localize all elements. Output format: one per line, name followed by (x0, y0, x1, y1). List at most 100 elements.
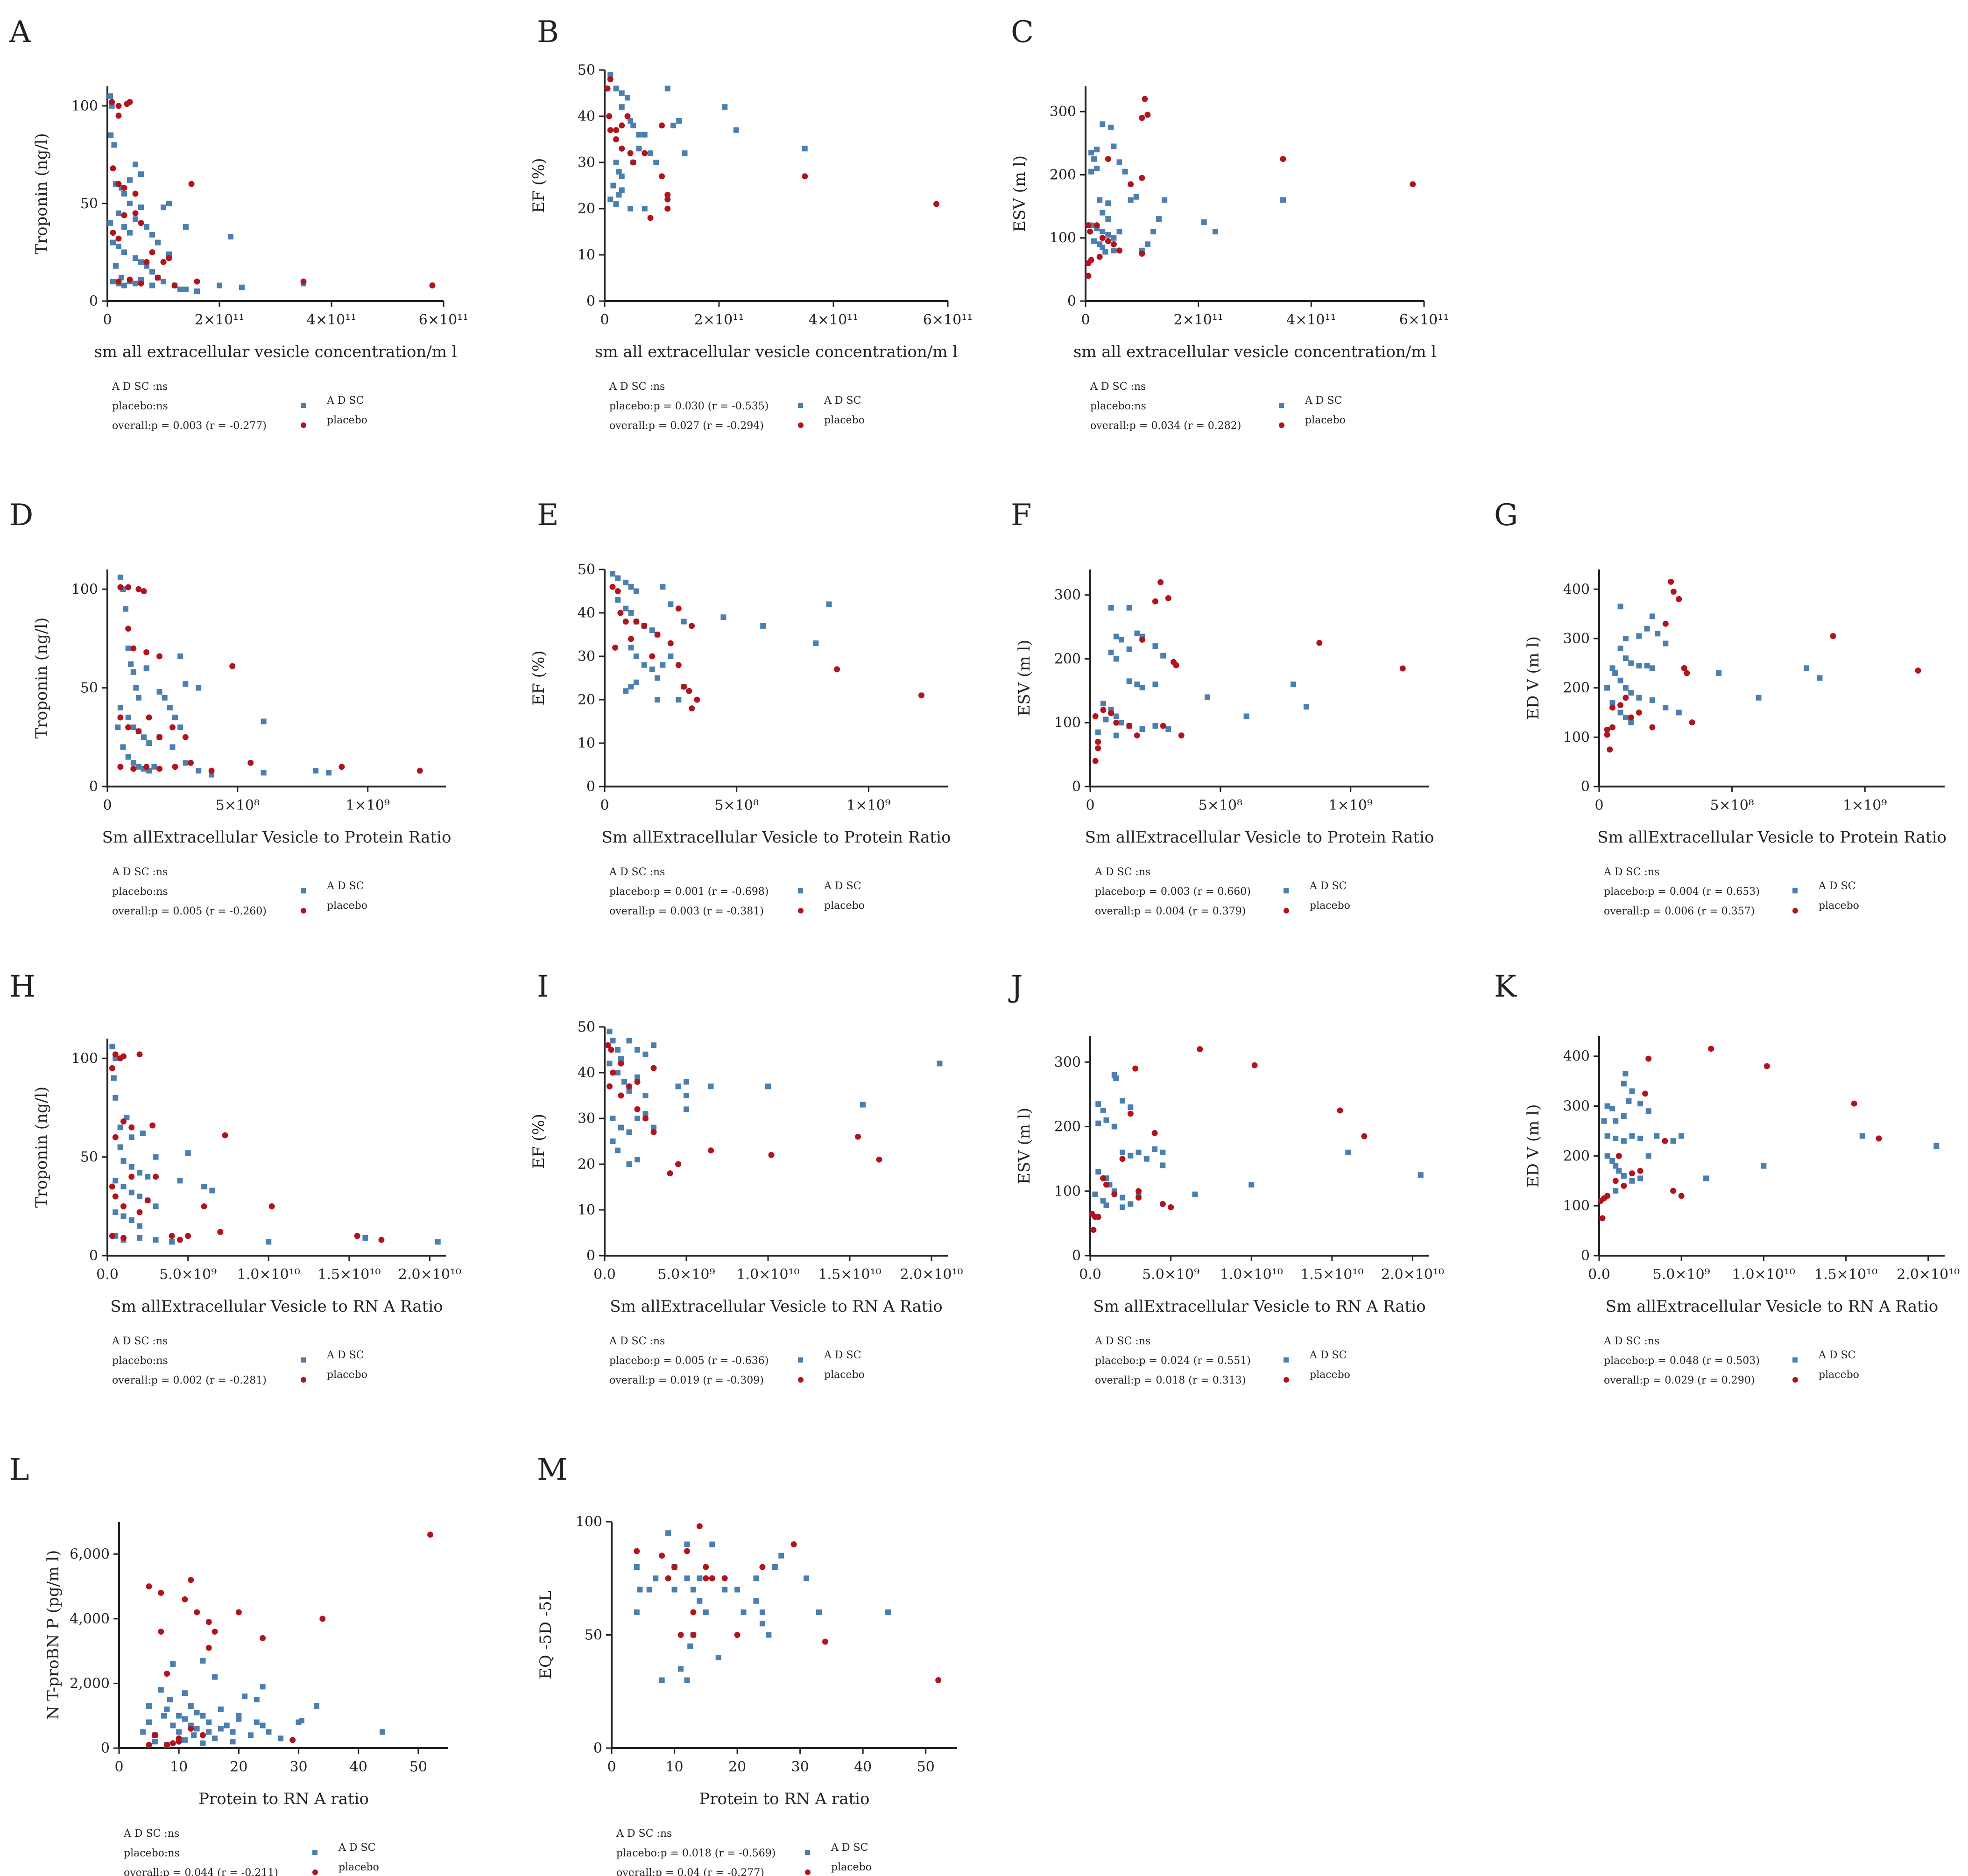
point-adsc (1243, 713, 1249, 719)
point-adsc (143, 665, 149, 671)
point-placebo (1609, 704, 1615, 711)
y-tick-label: 100 (71, 1050, 98, 1067)
point-placebo (1139, 115, 1145, 121)
point-adsc (671, 1587, 677, 1593)
point-placebo (125, 584, 132, 590)
point-adsc (1636, 695, 1642, 701)
y-tick-label: 100 (71, 581, 98, 597)
point-adsc (1626, 1098, 1632, 1104)
point-adsc (1133, 194, 1139, 200)
x-tick-label: 50 (409, 1759, 427, 1775)
point-placebo (834, 666, 840, 673)
point-placebo (143, 764, 150, 770)
point-placebo (120, 1118, 127, 1125)
point-adsc (1201, 219, 1207, 225)
point-placebo (1316, 639, 1323, 646)
y-tick-label: 100 (1054, 1183, 1081, 1200)
point-adsc (1126, 605, 1132, 611)
point-placebo (664, 191, 671, 198)
point-placebo (182, 734, 189, 740)
point-adsc (1609, 1158, 1615, 1164)
legend-adsc-marker (798, 888, 803, 893)
point-placebo (618, 1060, 624, 1067)
legend-adsc-marker (798, 403, 803, 408)
y-tick-label: 100 (1050, 230, 1076, 246)
point-adsc (646, 1587, 652, 1593)
point-placebo (1134, 732, 1140, 739)
point-adsc (1103, 1117, 1109, 1123)
point-placebo (1105, 156, 1111, 162)
stats-line: overall:p = 0.04 (r = -0.277) (616, 1867, 764, 1876)
y-tick-label: 20 (578, 1156, 595, 1173)
stats-line: overall:p = 0.003 (r = -0.381) (609, 906, 764, 917)
point-placebo (172, 764, 178, 770)
point-adsc (1204, 694, 1210, 700)
point-placebo (109, 1183, 115, 1190)
point-placebo (622, 618, 629, 625)
point-adsc (1649, 697, 1655, 703)
x-axis-title-k: Sm allExtracellular Vesicle to RN A Rati… (1606, 1297, 1938, 1316)
point-adsc (121, 282, 127, 288)
point-adsc (684, 1079, 689, 1085)
point-adsc (1134, 630, 1140, 636)
point-adsc (1156, 216, 1162, 222)
y-tick-label: 0 (89, 779, 98, 795)
point-adsc (1604, 1133, 1610, 1139)
panel-e: E 0 5×10⁸ 1×10⁹ 0 10 20 30 40 50 Sm allExtracellul… (529, 498, 951, 917)
x-tick-label: 50 (917, 1759, 935, 1775)
point-adsc (1144, 241, 1150, 247)
point-adsc (615, 575, 621, 581)
point-adsc (176, 1713, 182, 1719)
point-placebo (627, 150, 634, 156)
point-adsc (170, 1661, 176, 1667)
point-adsc (200, 1713, 206, 1719)
point-adsc (1113, 713, 1119, 719)
point-adsc (772, 1564, 778, 1570)
point-adsc (1663, 640, 1669, 646)
point-placebo (300, 278, 307, 285)
point-placebo (143, 649, 150, 656)
stats-line: placebo:ns (1090, 400, 1146, 412)
point-adsc (115, 724, 121, 731)
point-adsc (1152, 723, 1158, 729)
point-adsc (1212, 229, 1218, 235)
stats-line: A D SC :ns (616, 1828, 672, 1840)
point-adsc (651, 1042, 656, 1048)
point-adsc (1113, 656, 1119, 662)
stats-line: placebo:p = 0.048 (r = 0.503) (1604, 1355, 1760, 1367)
point-adsc (1120, 1098, 1126, 1104)
point-adsc (1105, 232, 1111, 238)
point-placebo (156, 734, 163, 740)
point-adsc (816, 1609, 822, 1615)
y-tick-label: 0 (1072, 779, 1081, 795)
point-adsc (722, 1587, 728, 1593)
point-placebo (876, 1156, 882, 1163)
y-tick-label: 30 (578, 648, 595, 665)
point-adsc (628, 610, 634, 616)
point-adsc (1670, 1138, 1676, 1144)
point-placebo (675, 605, 682, 612)
y-tick-label: 10 (578, 1202, 595, 1218)
point-placebo (1111, 1191, 1118, 1198)
point-adsc (169, 1239, 175, 1245)
point-adsc (1622, 1071, 1629, 1077)
point-placebo (136, 1051, 143, 1058)
point-adsc (1100, 1198, 1106, 1204)
point-placebo (229, 663, 236, 669)
point-adsc (1617, 646, 1623, 652)
x-tick-label: 2.0×10¹⁰ (1897, 1266, 1960, 1283)
point-adsc (182, 1737, 188, 1743)
legend-placebo-label: placebo (1819, 900, 1859, 912)
point-adsc (140, 1130, 146, 1136)
point-adsc (127, 177, 133, 183)
point-adsc (261, 718, 267, 724)
point-placebo (112, 1134, 119, 1140)
point-placebo (671, 1564, 678, 1570)
point-adsc (242, 1693, 248, 1700)
point-adsc (120, 744, 126, 750)
legend-adsc-marker (301, 888, 306, 893)
y-tick-label: 300 (1054, 587, 1081, 604)
point-adsc (153, 1154, 159, 1160)
point-placebo (618, 1092, 624, 1099)
point-placebo (1251, 1062, 1258, 1068)
